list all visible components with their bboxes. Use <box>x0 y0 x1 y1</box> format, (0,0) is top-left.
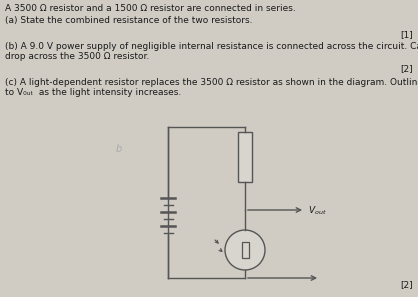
Text: [2]: [2] <box>400 280 413 289</box>
Bar <box>238 132 252 182</box>
Text: [1]: [1] <box>400 30 413 39</box>
Text: b: b <box>116 144 122 154</box>
Text: [2]: [2] <box>400 64 413 73</box>
Text: (c) A light-dependent resistor replaces the 3500 Ω resistor as shown in the diag: (c) A light-dependent resistor replaces … <box>5 78 418 97</box>
Text: A 3500 Ω resistor and a 1500 Ω resistor are connected in series.: A 3500 Ω resistor and a 1500 Ω resistor … <box>5 4 296 13</box>
Text: (b) A 9.0 V power supply of negligible internal resistance is connected across t: (b) A 9.0 V power supply of negligible i… <box>5 42 418 61</box>
Text: (a) State the combined resistance of the two resistors.: (a) State the combined resistance of the… <box>5 16 252 25</box>
Text: $V_{out}$: $V_{out}$ <box>308 205 327 217</box>
Circle shape <box>225 230 265 270</box>
Bar <box>242 242 248 258</box>
